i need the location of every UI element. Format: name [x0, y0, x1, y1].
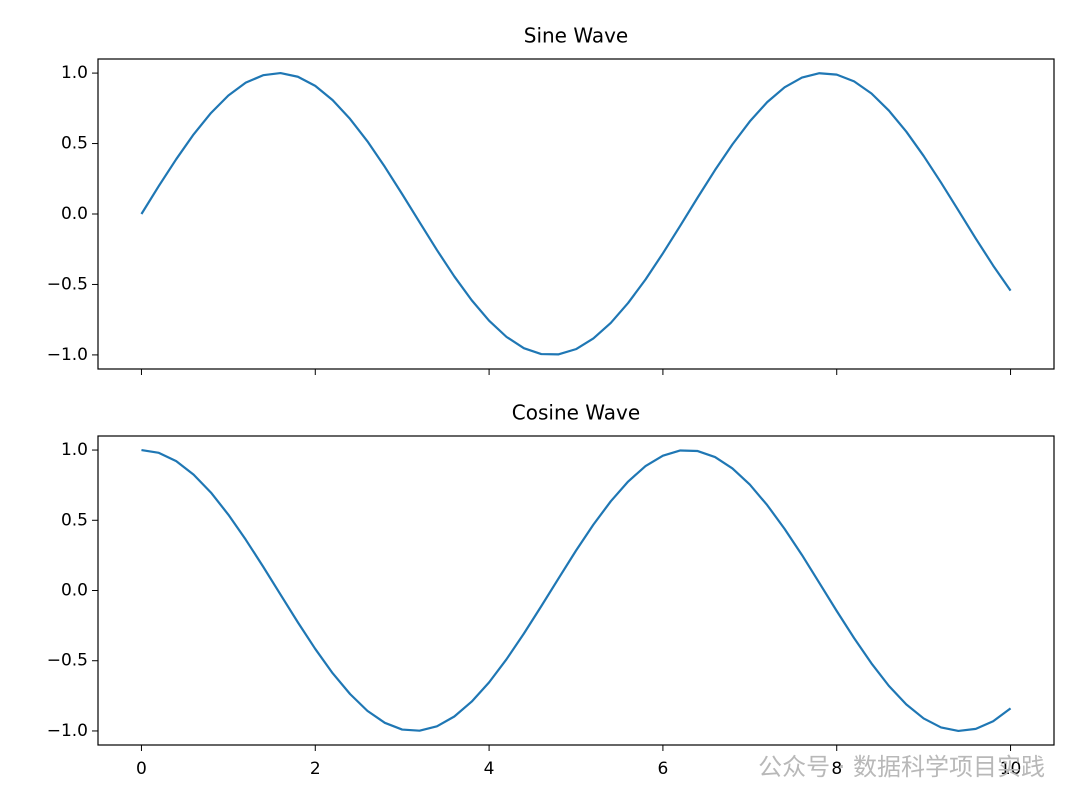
chart-title: Sine Wave	[524, 24, 628, 48]
x-tick-label: 2	[310, 759, 321, 779]
line	[140, 71, 1012, 356]
y-tick-label: 0.5	[61, 510, 88, 530]
x-tick-label: 10	[1000, 759, 1022, 779]
axes-frame	[97, 435, 1055, 746]
y-tick-label: 1.0	[61, 63, 88, 83]
axes-frame	[97, 58, 1055, 370]
y-tick-label: −0.5	[47, 274, 88, 294]
x-tick-label: 8	[831, 759, 842, 779]
y-tick-label: 0.5	[61, 134, 88, 154]
y-tick-label: 0.0	[61, 581, 88, 601]
line	[141, 448, 1012, 733]
y-tick-label: 1.0	[61, 440, 88, 460]
y-tick-label: −1.0	[47, 721, 88, 741]
x-tick-label: 0	[136, 759, 147, 779]
y-tick-label: −0.5	[47, 651, 88, 671]
y-tick-label: 0.0	[61, 204, 88, 224]
chart-title: Cosine Wave	[512, 401, 640, 425]
watermark: 公众号 · 数据科学项目实践	[758, 753, 1045, 781]
y-tick-label: −1.0	[47, 345, 88, 365]
x-tick-label: 6	[657, 759, 668, 779]
x-tick-label: 4	[484, 759, 495, 779]
